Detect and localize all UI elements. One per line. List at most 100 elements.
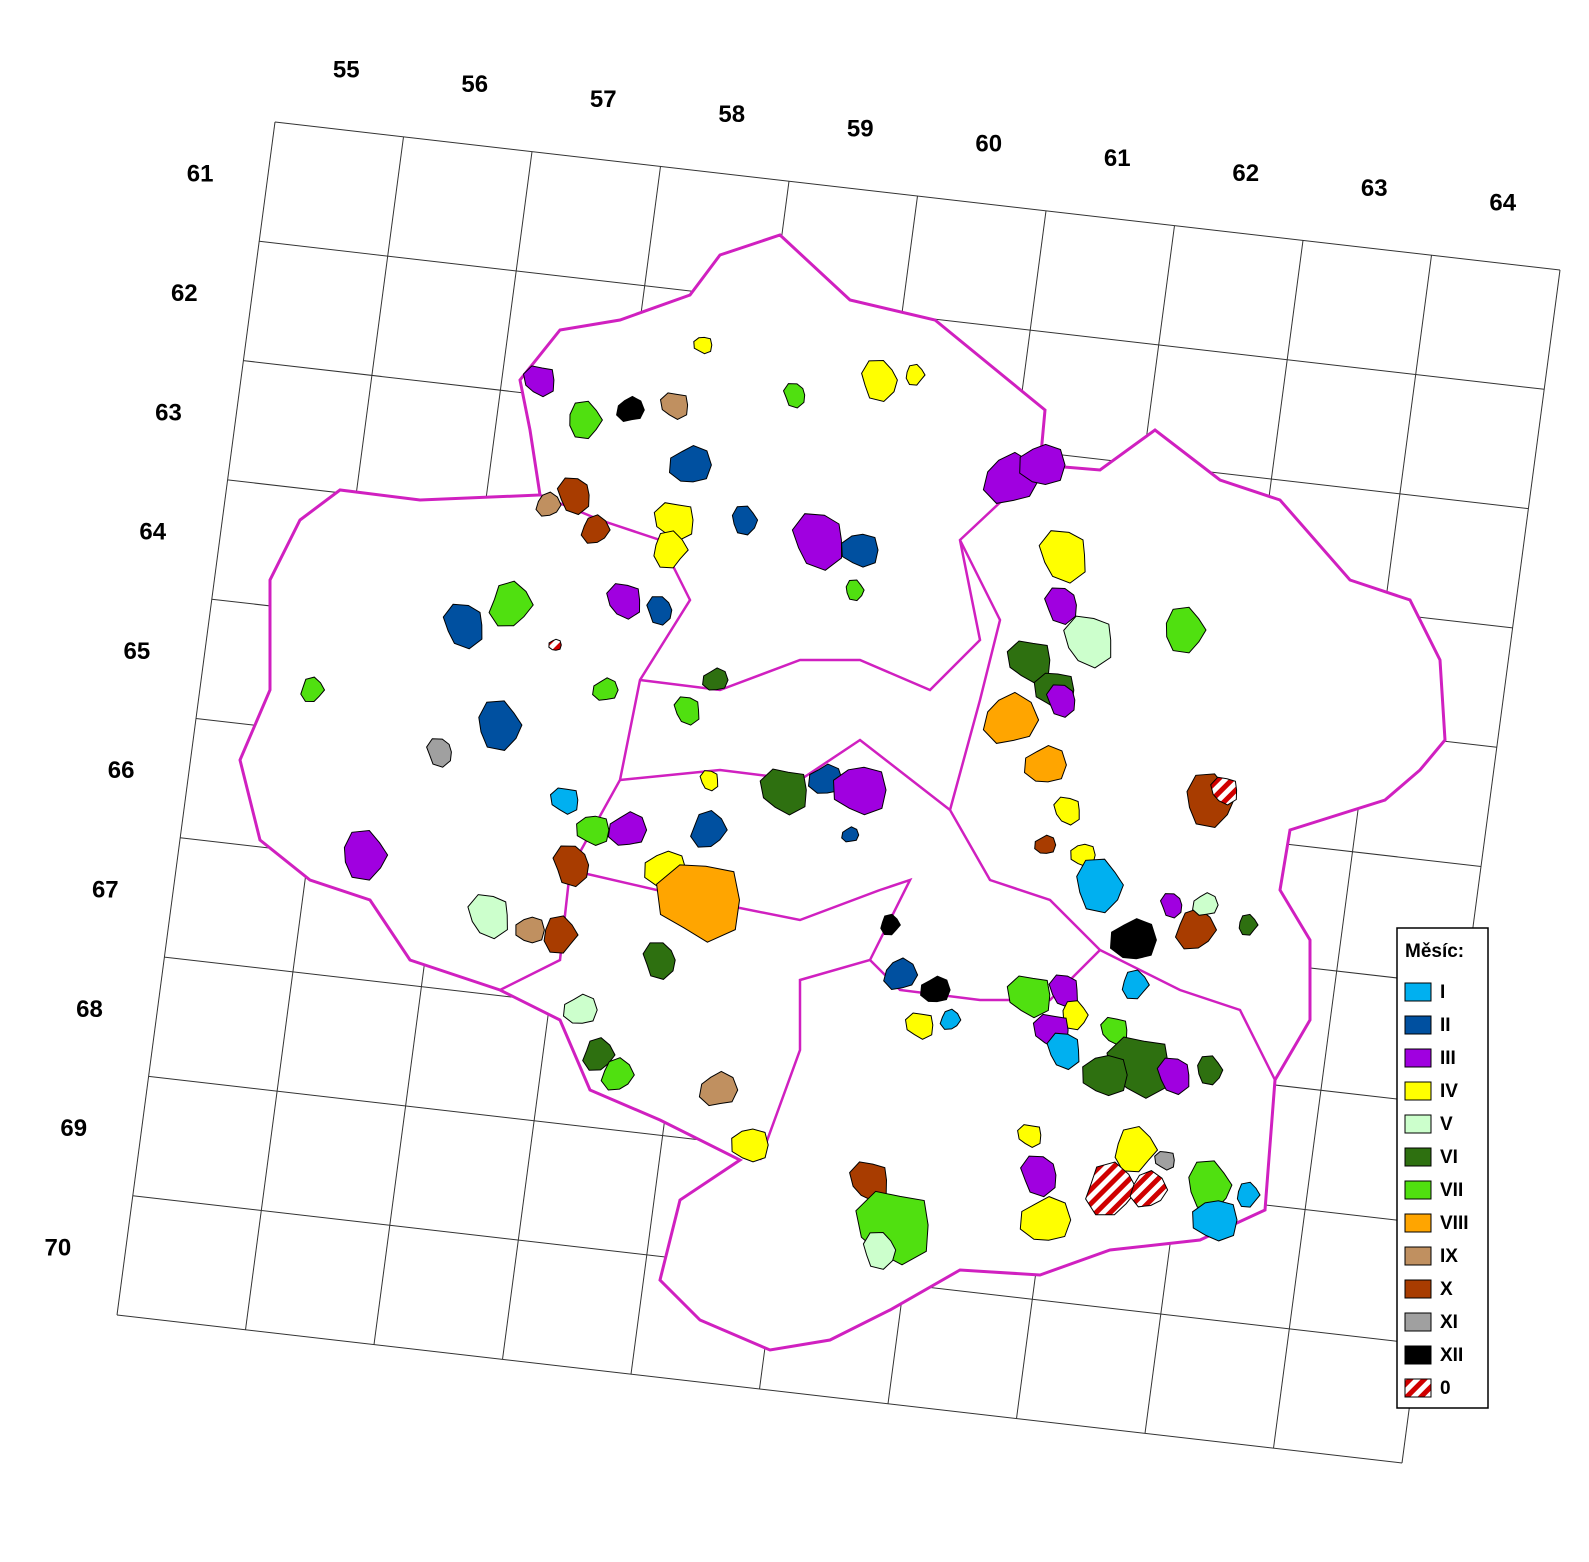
legend-label: IV: [1440, 1081, 1458, 1102]
legend-label: XII: [1440, 1345, 1463, 1366]
patch: [1082, 1054, 1128, 1097]
patch: [607, 811, 648, 846]
legend-label: 0: [1440, 1378, 1451, 1399]
patch: [791, 513, 843, 571]
patch: [1076, 858, 1124, 914]
legend-label: II: [1440, 1015, 1451, 1036]
legend-label: X: [1440, 1279, 1453, 1300]
patch: [920, 975, 951, 1003]
legend-swatch: [1404, 1081, 1432, 1101]
patch: [690, 809, 728, 848]
patch: [552, 845, 590, 888]
row-label: 67: [92, 876, 119, 903]
legend-swatch: [1404, 1114, 1432, 1134]
patch: [1236, 1181, 1261, 1208]
legend-label: III: [1440, 1048, 1456, 1069]
patch: [1192, 892, 1219, 916]
column-label: 59: [847, 116, 874, 143]
column-label: 57: [590, 86, 617, 113]
patch: [562, 993, 598, 1024]
patch: [693, 336, 713, 355]
patch: [1159, 893, 1183, 919]
patch: [543, 915, 579, 954]
patch: [673, 696, 700, 726]
patch: [1053, 796, 1080, 826]
legend-label: V: [1440, 1114, 1453, 1135]
row-label: 61: [187, 161, 214, 188]
patch: [982, 691, 1040, 744]
patch: [478, 700, 523, 751]
legend-swatch: [1404, 1015, 1432, 1035]
legend-swatch: [1404, 1246, 1432, 1266]
patch: [600, 1057, 635, 1091]
patch: [535, 491, 562, 517]
patch: [1019, 443, 1066, 486]
grid-labels: 55 56 57 58 59 60 61 62 63 64 61 62 63 64 65 66 67 68 69 70: [45, 56, 1517, 1261]
patch: [832, 766, 887, 816]
grid-line: [116, 1314, 1403, 1464]
grid-line: [274, 121, 1561, 271]
patch: [642, 942, 676, 980]
patch: [300, 676, 326, 703]
occurrence-patches: [300, 336, 1261, 1270]
legend-swatch: [1404, 1048, 1432, 1068]
patch: [1063, 615, 1112, 669]
patch: [656, 864, 741, 943]
legend-swatch: [1404, 1378, 1432, 1398]
patch: [759, 768, 807, 816]
patch: [1045, 684, 1076, 718]
patch: [862, 1231, 897, 1270]
patch: [653, 530, 689, 569]
patch: [1129, 1170, 1169, 1208]
row-label: 63: [155, 399, 182, 426]
patch: [668, 444, 712, 483]
column-label: 55: [333, 56, 360, 83]
patch: [488, 580, 534, 627]
patch: [1156, 1057, 1190, 1096]
patch: [1038, 530, 1086, 584]
patch: [1020, 1155, 1057, 1198]
row-label: 62: [171, 280, 198, 307]
patch: [1210, 776, 1238, 806]
patch: [841, 826, 860, 843]
patch: [606, 583, 641, 620]
patch: [343, 829, 389, 881]
patch: [861, 359, 898, 403]
patch: [702, 667, 729, 691]
patch: [1109, 918, 1157, 960]
legend-title: Měsíc:: [1405, 941, 1464, 962]
column-label: 63: [1361, 175, 1388, 202]
patch: [1019, 1196, 1072, 1241]
legend-label: VII: [1440, 1180, 1463, 1201]
legend-swatch: [1404, 1345, 1432, 1365]
patch: [1017, 1124, 1042, 1148]
legend-label: IX: [1440, 1246, 1458, 1267]
column-label: 58: [718, 101, 745, 128]
patch: [576, 815, 610, 846]
legend-label: I: [1440, 982, 1445, 1003]
legend-label: VI: [1440, 1147, 1458, 1168]
legend-label: VIII: [1440, 1213, 1469, 1234]
legend-swatch: [1404, 982, 1432, 1002]
patch: [1044, 587, 1077, 626]
patch: [556, 477, 590, 516]
patch: [1062, 1000, 1089, 1031]
row-label: 64: [139, 519, 166, 546]
patch: [731, 1128, 769, 1163]
column-label: 62: [1232, 160, 1259, 187]
patch: [731, 505, 759, 536]
patch: [1192, 1200, 1238, 1242]
patch: [426, 738, 452, 768]
patch: [904, 1012, 934, 1040]
patch: [845, 579, 865, 602]
patch: [569, 400, 603, 440]
patch: [522, 365, 555, 398]
patch: [646, 596, 673, 626]
patch: [659, 392, 689, 420]
patch: [1006, 975, 1051, 1019]
patch: [653, 502, 694, 542]
column-label: 61: [1104, 145, 1131, 172]
legend-swatch: [1404, 1180, 1432, 1200]
